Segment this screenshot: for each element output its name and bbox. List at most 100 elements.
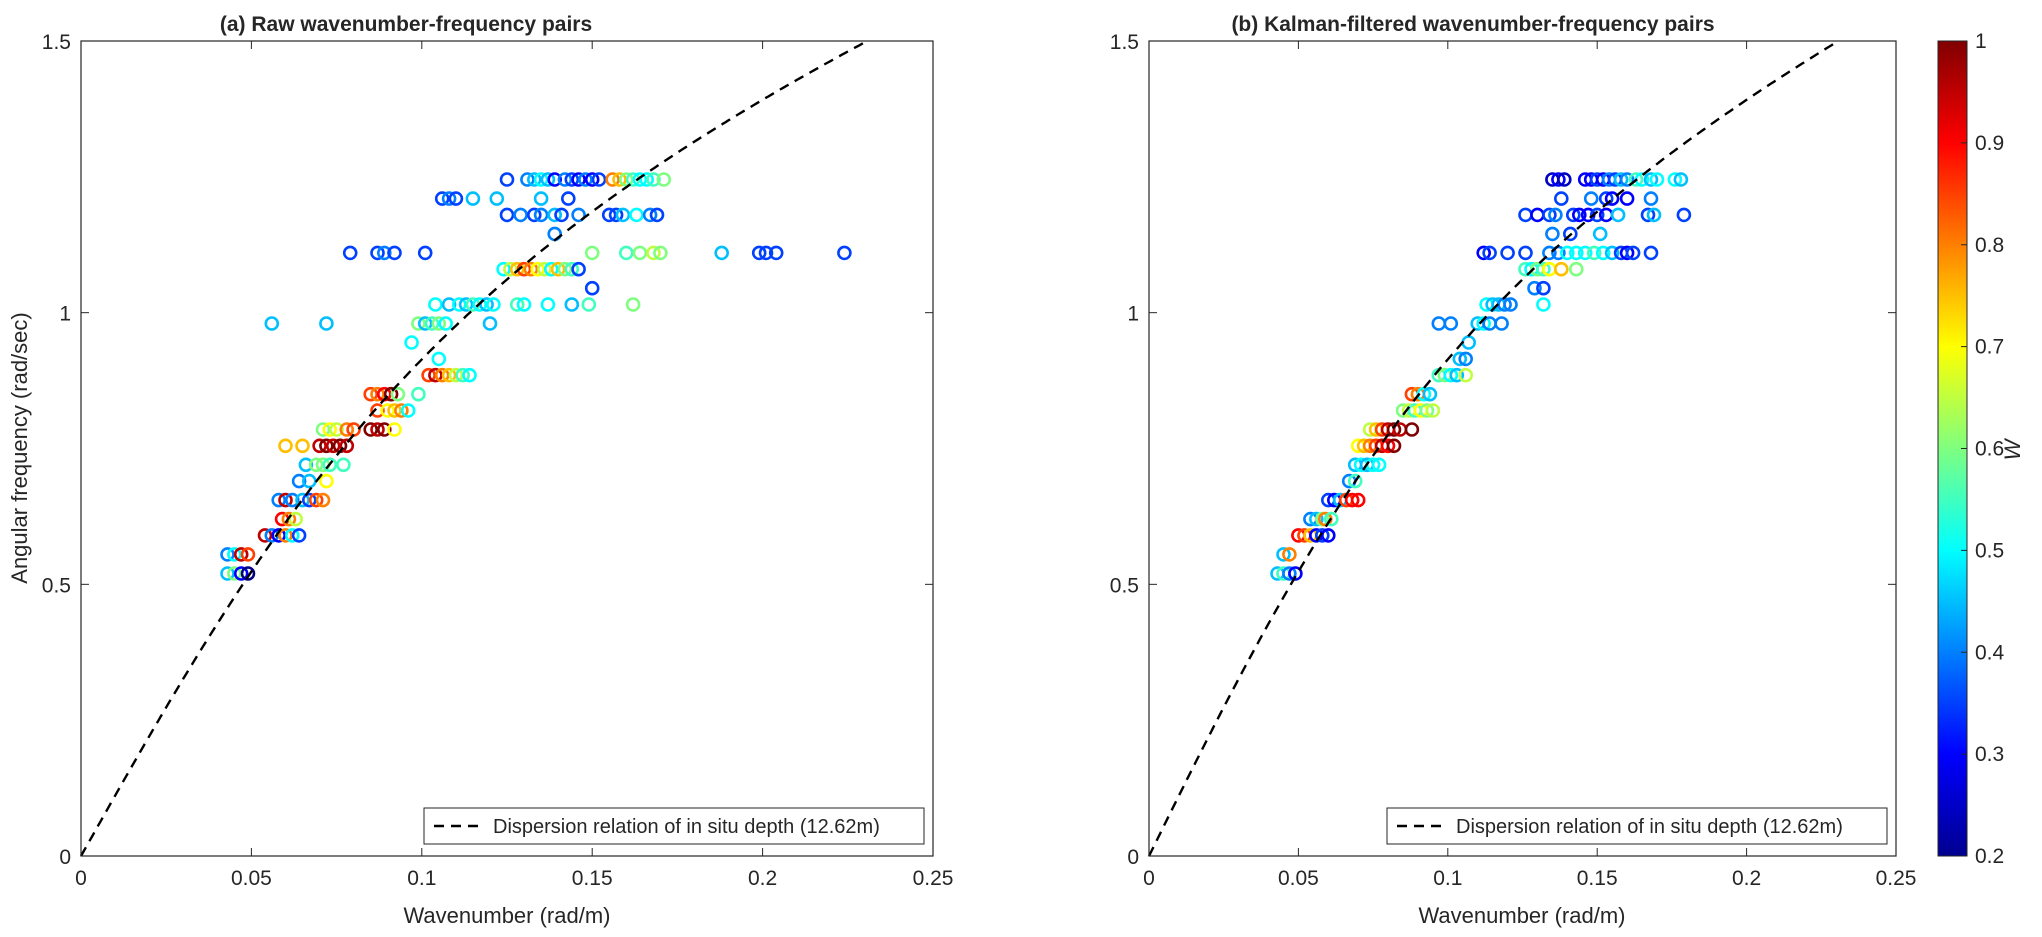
data-point bbox=[281, 511, 297, 527]
data-point bbox=[564, 297, 580, 312]
data-point bbox=[1282, 566, 1297, 581]
data-point bbox=[421, 367, 436, 383]
data-point bbox=[312, 438, 327, 454]
data-point bbox=[1321, 528, 1336, 543]
data-point bbox=[656, 172, 672, 187]
data-point bbox=[1589, 207, 1605, 223]
data-point bbox=[1640, 207, 1656, 223]
data-point bbox=[339, 422, 355, 437]
data-point bbox=[240, 547, 256, 562]
data-point bbox=[1404, 422, 1420, 437]
data-point bbox=[233, 547, 249, 562]
data-point bbox=[564, 172, 580, 187]
panel-a-legend: Dispersion relation of in situ depth (12… bbox=[423, 807, 925, 845]
colorbar-tick-label: 0.7 bbox=[1975, 336, 2004, 359]
data-point bbox=[1350, 492, 1366, 508]
data-point bbox=[571, 172, 586, 187]
data-point bbox=[257, 528, 273, 543]
data-point bbox=[1577, 245, 1593, 261]
data-point bbox=[837, 245, 852, 261]
data-point bbox=[479, 297, 494, 312]
data-point bbox=[618, 245, 634, 261]
data-point bbox=[1569, 245, 1584, 261]
panel-a-ylabel: Angular frequency (rad/sec) bbox=[7, 312, 32, 583]
data-point bbox=[315, 422, 331, 437]
data-point bbox=[1282, 547, 1297, 562]
colorbar-tick-label: 1 bbox=[1975, 30, 1987, 53]
x-tick-label: 0.25 bbox=[1876, 867, 1917, 890]
data-point bbox=[1643, 172, 1659, 187]
x-tick-label: 0 bbox=[75, 867, 87, 890]
data-point bbox=[581, 297, 597, 312]
data-point bbox=[601, 207, 617, 223]
data-point bbox=[370, 386, 385, 402]
data-point bbox=[1643, 245, 1659, 261]
data-point bbox=[284, 492, 300, 508]
data-point bbox=[560, 191, 576, 206]
panel-b-legend-box bbox=[1386, 807, 1888, 845]
data-point bbox=[278, 438, 293, 454]
data-point bbox=[329, 422, 344, 437]
data-point bbox=[1527, 280, 1542, 296]
data-point bbox=[370, 245, 385, 261]
data-point bbox=[714, 245, 730, 261]
data-point bbox=[584, 245, 600, 261]
data-point bbox=[646, 172, 661, 187]
data-point bbox=[537, 261, 552, 277]
panel-a-xlabel: Wavenumber (rad/m) bbox=[403, 903, 610, 928]
data-point bbox=[489, 191, 505, 206]
data-point bbox=[540, 297, 556, 312]
data-point bbox=[376, 422, 392, 437]
data-point bbox=[220, 547, 235, 562]
data-point bbox=[1554, 191, 1569, 206]
data-point bbox=[516, 297, 532, 312]
data-point bbox=[751, 245, 767, 261]
data-point bbox=[1625, 245, 1641, 261]
x-tick-label: 0.15 bbox=[1577, 867, 1618, 890]
colorbar-tick-label: 0.5 bbox=[1975, 539, 2004, 562]
data-point bbox=[550, 261, 566, 277]
data-point bbox=[1494, 316, 1509, 331]
data-point bbox=[291, 528, 307, 543]
panel-b-legend: Dispersion relation of in situ depth (12… bbox=[1386, 807, 1888, 845]
data-point bbox=[1619, 172, 1635, 187]
data-point bbox=[533, 207, 549, 223]
panel-a-legend-box bbox=[423, 807, 925, 845]
data-point bbox=[533, 172, 549, 187]
data-point bbox=[1643, 191, 1659, 206]
data-point bbox=[417, 316, 433, 331]
data-point bbox=[339, 438, 355, 454]
data-point bbox=[520, 172, 535, 187]
data-point bbox=[472, 297, 488, 312]
data-point bbox=[325, 438, 341, 454]
data-point bbox=[462, 367, 477, 383]
data-point bbox=[380, 403, 396, 418]
data-point bbox=[557, 261, 573, 277]
data-point bbox=[434, 191, 450, 206]
data-point bbox=[1309, 511, 1324, 527]
data-point bbox=[336, 457, 351, 473]
data-point bbox=[1557, 172, 1572, 187]
data-point bbox=[1619, 245, 1635, 261]
data-point bbox=[554, 207, 569, 223]
data-point bbox=[448, 367, 464, 383]
data-point bbox=[768, 245, 784, 261]
y-tick-label: 1.5 bbox=[1110, 31, 1139, 54]
data-point bbox=[540, 172, 556, 187]
data-point bbox=[278, 528, 293, 543]
data-point bbox=[220, 566, 235, 581]
data-point bbox=[509, 261, 525, 277]
data-point bbox=[387, 403, 402, 418]
data-point bbox=[1572, 207, 1587, 223]
data-point bbox=[319, 473, 334, 489]
y-tick-label: 0 bbox=[59, 846, 71, 869]
data-point bbox=[642, 207, 658, 223]
data-point bbox=[288, 511, 304, 527]
colorbar-tick-label: 0.2 bbox=[1975, 845, 2004, 868]
data-point bbox=[315, 492, 331, 508]
data-point bbox=[605, 172, 620, 187]
data-point bbox=[499, 207, 515, 223]
colorbar-tick-label: 0.9 bbox=[1975, 132, 2004, 155]
data-point bbox=[271, 492, 287, 508]
